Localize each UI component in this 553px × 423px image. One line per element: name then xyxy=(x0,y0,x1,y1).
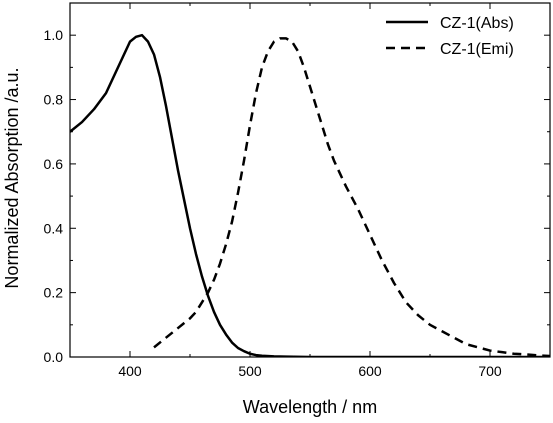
series-line-1 xyxy=(70,35,550,357)
x-tick-label: 400 xyxy=(118,363,142,379)
y-axis-title: Normalized Absorption /a.u. xyxy=(2,67,22,288)
y-tick-label: 0.8 xyxy=(44,92,64,108)
legend: CZ-1(Abs) CZ-1(Emi) xyxy=(386,15,514,58)
plot-layer xyxy=(70,35,550,357)
legend-label-2: CZ-1(Emi) xyxy=(440,41,514,58)
y-tick-label: 0.0 xyxy=(44,349,64,365)
y-tick-label: 0.2 xyxy=(44,285,64,301)
x-axis-title: Wavelength / nm xyxy=(243,397,377,417)
x-tick-label: 500 xyxy=(238,363,262,379)
x-tick-label: 700 xyxy=(478,363,502,379)
series-group xyxy=(70,35,550,357)
axis-layer: 400 500 600 700 0.0 0.2 0.4 0.6 0.8 1.0 xyxy=(44,3,550,379)
legend-label-1: CZ-1(Abs) xyxy=(440,15,514,32)
y-tick-label: 0.4 xyxy=(44,220,64,236)
x-tick-label: 600 xyxy=(358,363,382,379)
y-tick-label: 0.6 xyxy=(44,156,64,172)
y-tick-label: 1.0 xyxy=(44,27,64,43)
